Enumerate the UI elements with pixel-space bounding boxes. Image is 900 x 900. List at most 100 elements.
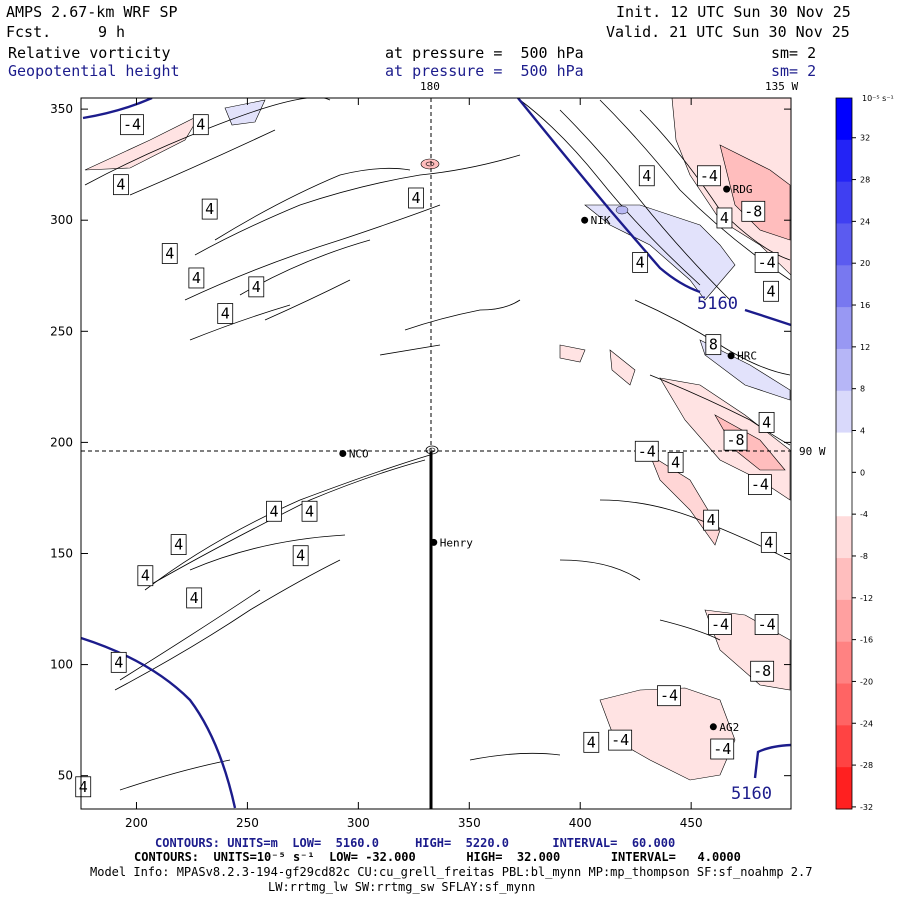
colorbar: 32 28 24 20 16 12 8 4 0 -4 -8 -12 -16 -20 -24 -28 -32 xyxy=(835,97,873,812)
colorbar-segment xyxy=(836,683,852,726)
vorticity-label: 4 xyxy=(79,778,88,796)
vorticity-label: -8 xyxy=(744,202,762,220)
vorticity-label: 4 xyxy=(174,536,183,554)
station-marker xyxy=(727,352,735,360)
colorbar-level-label: 28 xyxy=(860,176,870,185)
vorticity-label: 4 xyxy=(587,733,596,751)
vorticity-label-box xyxy=(750,660,775,682)
colorbar-segment xyxy=(836,223,852,266)
neg-vort-area xyxy=(649,454,721,546)
colorbar-level-label: -32 xyxy=(860,803,873,812)
vorticity-label: 4 xyxy=(116,176,125,194)
vorticity-label-box xyxy=(632,252,649,273)
vorticity-label: 4 xyxy=(412,189,421,207)
fcst-value: 9 h xyxy=(98,23,126,41)
fcst-label: Fcst. xyxy=(6,23,52,41)
vorticity-label-box xyxy=(186,587,203,609)
vorticity-label: 4 xyxy=(636,253,645,271)
colorbar-level-label: -12 xyxy=(860,594,873,603)
colorbar-segment xyxy=(836,558,852,601)
vorticity-label-box xyxy=(634,440,659,462)
colorbar-segment xyxy=(836,98,852,141)
vorticity-label-box xyxy=(741,200,766,222)
y-tick-label: 250 xyxy=(50,324,73,338)
field1-sm: sm= 2 xyxy=(771,44,817,62)
x-tick-label: 450 xyxy=(680,816,703,830)
station-group: NCO Henry RDG HRC AG2 NIK xyxy=(339,183,757,734)
field2-name: Geopotential height xyxy=(8,62,180,80)
field2-sm: sm= 2 xyxy=(771,62,817,80)
vorticity-label: 4 xyxy=(767,282,776,300)
vorticity-label: 4 xyxy=(141,567,150,585)
colorbar-level-label: -28 xyxy=(860,761,873,770)
vorticity-label: 4 xyxy=(205,200,214,218)
colorbar-segment xyxy=(836,432,852,475)
neg-vort-area xyxy=(559,344,586,363)
vorticity-label-box xyxy=(201,198,218,220)
colorbar-level-label: 20 xyxy=(860,259,870,268)
vorticity-label: 4 xyxy=(190,589,199,607)
vorticity-label-box xyxy=(292,545,309,567)
colorbar-level-label: 8 xyxy=(860,385,865,394)
field1-name: Relative vorticity xyxy=(8,44,171,62)
footer-height-contours: CONTOURS: UNITS=m LOW= 5160.0 HIGH= 5220… xyxy=(155,836,676,850)
vorticity-label: -4 xyxy=(638,442,656,460)
station-label: HRC xyxy=(737,350,757,363)
vorticity-label: -4 xyxy=(758,616,776,634)
vorticity-label: 4 xyxy=(196,116,205,134)
lon-label-135w: 135 W xyxy=(765,80,798,93)
vorticity-label-box xyxy=(161,243,178,264)
axis-ticks: 200 250 300 350 400 450 50 100 150 200 250 300 350 xyxy=(50,98,791,830)
y-tick-label: 300 xyxy=(50,213,73,227)
y-tick-label: 50 xyxy=(58,769,73,783)
vorticity-label-box xyxy=(137,565,154,587)
vorticity-label-box xyxy=(192,114,209,136)
vorticity-label-box xyxy=(697,165,721,187)
vorticity-contours xyxy=(84,98,791,791)
station-marker xyxy=(723,185,731,193)
valid-time: Valid. 21 UTC Sun 30 Nov 25 xyxy=(606,23,850,41)
station-label: NIK xyxy=(591,214,611,227)
vorticity-label-box xyxy=(120,114,144,136)
vorticity-label-box xyxy=(754,614,779,635)
vorticity-label-box xyxy=(763,280,779,302)
colorbar-segment xyxy=(836,265,852,308)
neg-vort-area xyxy=(719,144,791,241)
vorticity-label-box xyxy=(716,207,733,229)
footer-physics: LW:rrtmg_lw SW:rrtmg_sw SFLAY:sf_mynn xyxy=(268,880,536,894)
vorticity-label-box xyxy=(170,534,187,555)
vorticity-label: 4 xyxy=(192,269,201,287)
y-tick-label: 350 xyxy=(50,102,73,116)
vorticity-label: 4 xyxy=(671,453,680,471)
field2-level: at pressure = 500 hPa xyxy=(385,62,584,80)
colorbar-level-label: -16 xyxy=(860,636,873,645)
pos-vort-area xyxy=(699,339,791,401)
vorticity-label: 4 xyxy=(642,167,651,185)
vorticity-label-box xyxy=(754,252,779,273)
vorticity-label: 4 xyxy=(270,502,279,520)
x-tick-label: 300 xyxy=(347,816,370,830)
vorticity-label-box xyxy=(667,451,684,473)
vorticity-label: -4 xyxy=(758,253,776,271)
vorticity-label: 4 xyxy=(707,511,716,529)
x-tick-label: 250 xyxy=(236,816,259,830)
colorbar-segment xyxy=(836,139,852,183)
station-label: RDG xyxy=(733,183,753,196)
colorbar-segment xyxy=(836,599,852,643)
station-label: Henry xyxy=(440,536,473,549)
vorticity-label: -4 xyxy=(660,687,678,705)
colorbar-frame xyxy=(835,97,853,810)
model-title: AMPS 2.67-km WRF SP xyxy=(6,3,178,21)
shaded-fields xyxy=(81,98,791,809)
vorticity-label-box xyxy=(760,531,777,553)
colorbar-segment xyxy=(836,641,852,685)
colorbar-segment xyxy=(836,725,852,768)
vorticity-label: 4 xyxy=(762,413,771,431)
x-tick-label: 350 xyxy=(458,816,481,830)
station-marker xyxy=(709,723,717,731)
colorbar-segment xyxy=(836,348,852,392)
vorticity-label: -8 xyxy=(727,431,745,449)
vorticity-label-box xyxy=(217,303,234,324)
vorticity-label-box xyxy=(703,509,720,531)
colorbar-unit: 10⁻⁵ s⁻¹ xyxy=(862,94,894,103)
